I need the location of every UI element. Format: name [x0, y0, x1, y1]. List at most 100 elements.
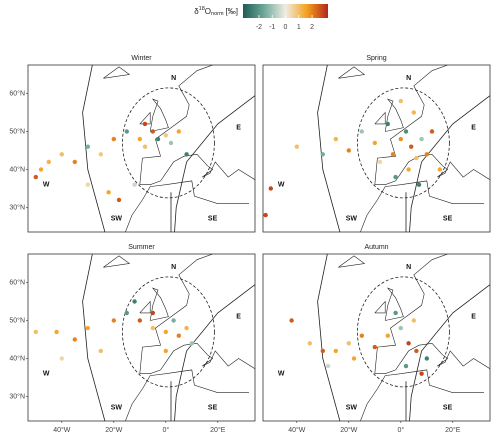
coastline — [103, 66, 131, 79]
panel-frame — [27, 253, 256, 422]
panel-frame — [27, 64, 256, 233]
sector-label: N — [406, 75, 411, 82]
sector-circle — [121, 87, 215, 199]
data-point — [124, 129, 129, 134]
map-panel: Autumn N E W SW SE 40°W 20°W 0° 20°E — [262, 244, 491, 434]
data-point — [168, 140, 174, 146]
lon-tick-label: 40°W — [53, 426, 71, 434]
data-point — [372, 140, 377, 146]
data-point — [132, 299, 137, 304]
lat-tick-label: 60°N — [9, 89, 25, 97]
sector-label: SE — [443, 216, 453, 223]
sector-label: N — [171, 264, 176, 271]
data-point — [132, 182, 137, 187]
coastline — [374, 342, 490, 374]
sector-label: SW — [346, 216, 358, 223]
sector-label: E — [236, 125, 241, 132]
data-point — [111, 136, 117, 142]
sector-circle — [121, 276, 215, 388]
lon-tick-label: 40°W — [288, 426, 306, 434]
coastline — [374, 111, 386, 125]
coastline — [374, 254, 449, 374]
coastline — [125, 180, 249, 232]
data-point — [163, 348, 168, 354]
data-point — [351, 356, 357, 361]
sector-label: W — [43, 371, 50, 378]
data-point — [137, 136, 142, 142]
sector-line — [174, 95, 255, 232]
sector-label: E — [471, 125, 476, 132]
data-point — [320, 152, 325, 157]
data-point — [155, 136, 161, 142]
data-point — [46, 159, 51, 165]
data-point — [176, 129, 181, 134]
sector-line — [409, 284, 490, 421]
map-content — [33, 254, 255, 421]
sector-label: SW — [111, 216, 123, 223]
lat-tick-label: 40°N — [9, 354, 25, 362]
data-point — [416, 182, 422, 187]
data-point — [419, 136, 424, 142]
lon-tick-label: 20°W — [105, 426, 123, 434]
data-point — [398, 136, 403, 142]
title-part: O — [205, 7, 211, 16]
lat-tick-label: 50°N — [9, 127, 25, 135]
lon-tick-label: 20°E — [210, 426, 226, 434]
coastline — [139, 300, 151, 314]
sector-label: E — [236, 314, 241, 321]
sector-line — [82, 254, 106, 421]
data-point — [171, 318, 176, 323]
data-point — [429, 129, 435, 134]
lat-tick-label: 30°N — [9, 203, 25, 211]
lon-tick-label: 20°E — [445, 426, 461, 434]
coastline — [338, 255, 366, 268]
data-point — [150, 325, 155, 331]
data-point — [85, 325, 91, 331]
coastline — [338, 66, 366, 79]
data-point — [98, 348, 104, 354]
colorbar — [243, 4, 328, 18]
data-point — [184, 325, 189, 331]
data-point — [111, 318, 117, 323]
data-point — [33, 329, 38, 335]
data-point — [263, 212, 268, 218]
data-point — [359, 129, 364, 134]
coastline — [374, 153, 490, 185]
data-point — [116, 197, 122, 203]
data-point — [72, 337, 78, 342]
data-point — [150, 310, 155, 316]
title-part: δ — [194, 7, 199, 16]
lat-tick-label: 40°N — [9, 165, 25, 173]
data-point — [72, 159, 78, 165]
sector-line — [317, 254, 341, 421]
panel-title: Autumn — [364, 244, 388, 251]
data-point — [85, 144, 91, 149]
map-panel: Spring N E W SW SE — [262, 55, 491, 233]
sector-label: SE — [208, 216, 218, 223]
panel-frame — [262, 253, 491, 422]
colorbar-tick-label: -2 — [256, 24, 262, 31]
coastline — [139, 65, 214, 185]
sector-line — [82, 65, 106, 232]
data-point — [33, 174, 38, 180]
lat-tick-label: 50°N — [9, 316, 25, 324]
coastline — [103, 255, 131, 268]
title-part: [‰] — [226, 7, 238, 16]
sector-label: W — [278, 182, 285, 189]
coastline — [374, 65, 449, 185]
coastline — [125, 369, 249, 421]
sector-circle — [356, 87, 450, 199]
data-point — [333, 136, 338, 142]
data-point — [333, 348, 338, 354]
data-point — [85, 182, 91, 187]
coastline — [139, 153, 255, 185]
data-point — [346, 148, 351, 153]
lon-tick-label: 20°W — [340, 426, 358, 434]
map-content — [33, 65, 255, 232]
colorbar-tick-label: 0 — [284, 24, 288, 31]
sector-label: W — [278, 371, 285, 378]
sector-line — [409, 95, 490, 232]
sector-label: N — [171, 75, 176, 82]
sector-line — [174, 284, 255, 421]
